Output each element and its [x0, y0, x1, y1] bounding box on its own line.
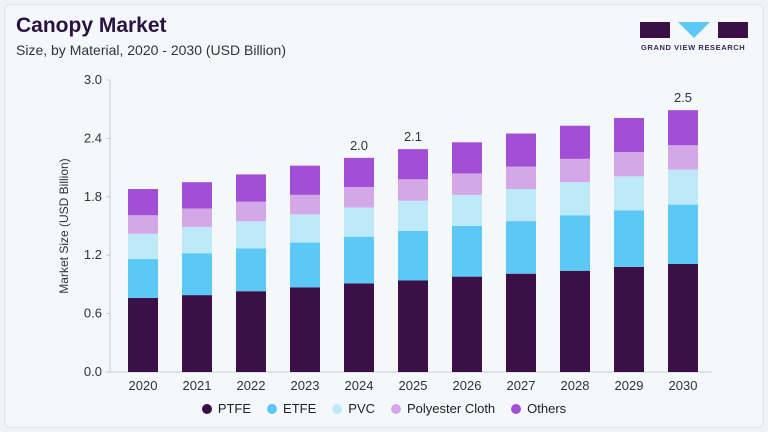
total-label: 2.0	[350, 138, 368, 153]
legend-item: ETFE	[267, 401, 316, 416]
bar-segment-pvc	[398, 200, 428, 231]
bar-segment-ptfe	[560, 270, 590, 372]
bar-segment-etfe	[128, 259, 158, 299]
bar-segment-pvc	[290, 214, 320, 243]
x-tick-label: 2029	[615, 378, 644, 393]
bar-segment-pvc	[668, 169, 698, 205]
bar-segment-ptfe	[128, 298, 158, 372]
y-tick-label: 1.8	[84, 189, 102, 204]
bar-segment-etfe	[452, 226, 482, 277]
legend-swatch	[391, 403, 402, 414]
legend-label: ETFE	[283, 401, 317, 416]
bar-segment-ptfe	[344, 283, 374, 372]
legend-label: Others	[527, 401, 567, 416]
bar-segment-others	[290, 165, 320, 195]
bar-segment-pvc	[614, 176, 644, 211]
x-tick-label: 2028	[561, 378, 590, 393]
bar-segment-polyester-cloth	[506, 166, 536, 190]
x-tick-label: 2020	[129, 378, 158, 393]
bar-segment-others	[506, 133, 536, 167]
x-tick-label: 2025	[399, 378, 428, 393]
bar-segment-others	[236, 174, 266, 202]
bar-segment-etfe	[560, 215, 590, 271]
bar-segment-pvc	[560, 182, 590, 216]
y-tick-label: 2.4	[84, 130, 102, 145]
bar-segment-others	[344, 157, 374, 188]
bar-segment-polyester-cloth	[182, 208, 212, 227]
y-tick-label: 1.2	[84, 247, 102, 262]
bar-segment-ptfe	[182, 295, 212, 372]
x-tick-label: 2022	[237, 378, 266, 393]
bar-segment-etfe	[398, 230, 428, 281]
total-label: 2.1	[404, 129, 422, 144]
bar-segment-pvc	[182, 226, 212, 254]
x-tick-label: 2021	[183, 378, 212, 393]
legend-item: Others	[511, 401, 566, 416]
legend-item: PVC	[332, 401, 375, 416]
bar-segment-others	[668, 110, 698, 146]
legend-label: PTFE	[217, 401, 252, 416]
legend-item: Polyester Cloth	[391, 401, 495, 416]
x-tick-label: 2026	[453, 378, 482, 393]
bar-segment-pvc	[236, 221, 266, 249]
legend: PTFE ETFE PVC Polyester Cloth Others	[0, 401, 768, 416]
bar-segment-polyester-cloth	[236, 201, 266, 222]
bar-segment-ptfe	[398, 280, 428, 372]
bar-segment-ptfe	[452, 276, 482, 372]
bar-segment-ptfe	[668, 263, 698, 372]
bar-segment-others	[452, 142, 482, 174]
bar-segment-others	[614, 117, 644, 153]
bar-segment-others	[560, 125, 590, 159]
bar-segment-etfe	[290, 242, 320, 288]
total-label: 2.5	[674, 90, 692, 105]
legend-swatch	[332, 403, 343, 414]
bar-segment-pvc	[452, 194, 482, 226]
bar-segment-ptfe	[614, 266, 644, 372]
chart-subtitle: Size, by Material, 2020 - 2030 (USD Bill…	[16, 42, 287, 58]
y-tick-label: 0.6	[84, 306, 102, 321]
bar-segment-ptfe	[236, 291, 266, 372]
bar-segment-polyester-cloth	[452, 173, 482, 195]
y-tick-label: 0.0	[84, 364, 102, 379]
bar-segment-polyester-cloth	[344, 187, 374, 208]
bar-segment-polyester-cloth	[668, 145, 698, 170]
bar-segment-polyester-cloth	[560, 158, 590, 183]
legend-item: PTFE	[201, 401, 252, 416]
bar-segment-pvc	[344, 207, 374, 237]
logo-text: GRAND VIEW RESEARCH	[641, 43, 746, 52]
legend-swatch	[267, 403, 278, 414]
y-tick-label: 3.0	[84, 72, 102, 87]
legend-swatch	[511, 403, 522, 414]
x-tick-label: 2027	[507, 378, 536, 393]
chart-title: Canopy Market	[16, 14, 167, 37]
bar-segment-polyester-cloth	[614, 152, 644, 177]
bar-segment-others	[128, 189, 158, 216]
bar-segment-pvc	[128, 233, 158, 260]
bar-segment-polyester-cloth	[290, 194, 320, 215]
legend-label: Polyester Cloth	[407, 401, 496, 416]
bar-segment-etfe	[236, 248, 266, 292]
grand-view-research-logo	[640, 22, 748, 38]
bar-segment-others	[182, 182, 212, 209]
bar-segment-others	[398, 149, 428, 180]
bar-segment-etfe	[614, 210, 644, 267]
bar-segment-etfe	[344, 236, 374, 284]
bar-segment-ptfe	[290, 287, 320, 372]
x-tick-label: 2023	[291, 378, 320, 393]
bar-segment-etfe	[182, 253, 212, 296]
legend-swatch	[201, 403, 212, 414]
x-tick-label: 2030	[669, 378, 698, 393]
bar-segment-etfe	[506, 221, 536, 274]
x-tick-label: 2024	[345, 378, 374, 393]
y-axis-label: Market Size (USD Billion)	[57, 158, 71, 293]
bar-segment-ptfe	[506, 273, 536, 372]
bar-segment-polyester-cloth	[128, 215, 158, 234]
bar-segment-etfe	[668, 204, 698, 264]
bar-segment-polyester-cloth	[398, 179, 428, 201]
bar-segment-pvc	[506, 189, 536, 222]
legend-label: PVC	[348, 401, 376, 416]
